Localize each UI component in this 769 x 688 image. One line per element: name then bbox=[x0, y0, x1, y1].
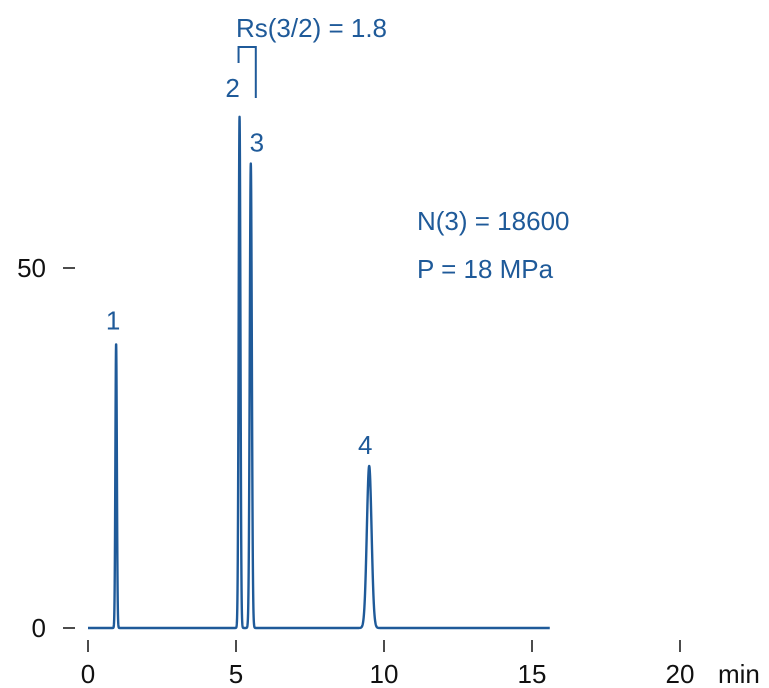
peak-labels: 1 23 4 bbox=[106, 73, 373, 460]
x-tick-label: 20 bbox=[666, 659, 695, 688]
x-tick-label: 15 bbox=[518, 659, 547, 688]
y-axis-ticks: 0 50 bbox=[17, 253, 75, 643]
resolution-annotation: Rs(3/2) = 1.8 bbox=[236, 13, 387, 43]
y-tick-label: 50 bbox=[17, 253, 46, 283]
y-tick-label: 0 bbox=[32, 613, 46, 643]
resolution-bracket bbox=[237, 46, 257, 98]
peak-label-4: 4 bbox=[358, 430, 372, 460]
x-axis-ticks: 0 5 10 15 20 bbox=[81, 640, 695, 688]
peak-label-3: 3 bbox=[250, 128, 264, 158]
plate-count-annotation: N(3) = 18600 bbox=[417, 206, 569, 236]
peak-label-2: 2 bbox=[225, 73, 239, 103]
x-tick-label: 10 bbox=[370, 659, 399, 688]
x-tick-label: 0 bbox=[81, 659, 95, 688]
chromatogram-trace bbox=[86, 115, 551, 630]
pressure-annotation: P = 18 MPa bbox=[417, 254, 554, 284]
x-axis-unit-label: min bbox=[718, 659, 760, 688]
axes: 0 50 0 5 10 15 20 bbox=[17, 253, 694, 688]
x-tick-label: 5 bbox=[229, 659, 243, 688]
peak-label-1: 1 bbox=[106, 306, 120, 336]
